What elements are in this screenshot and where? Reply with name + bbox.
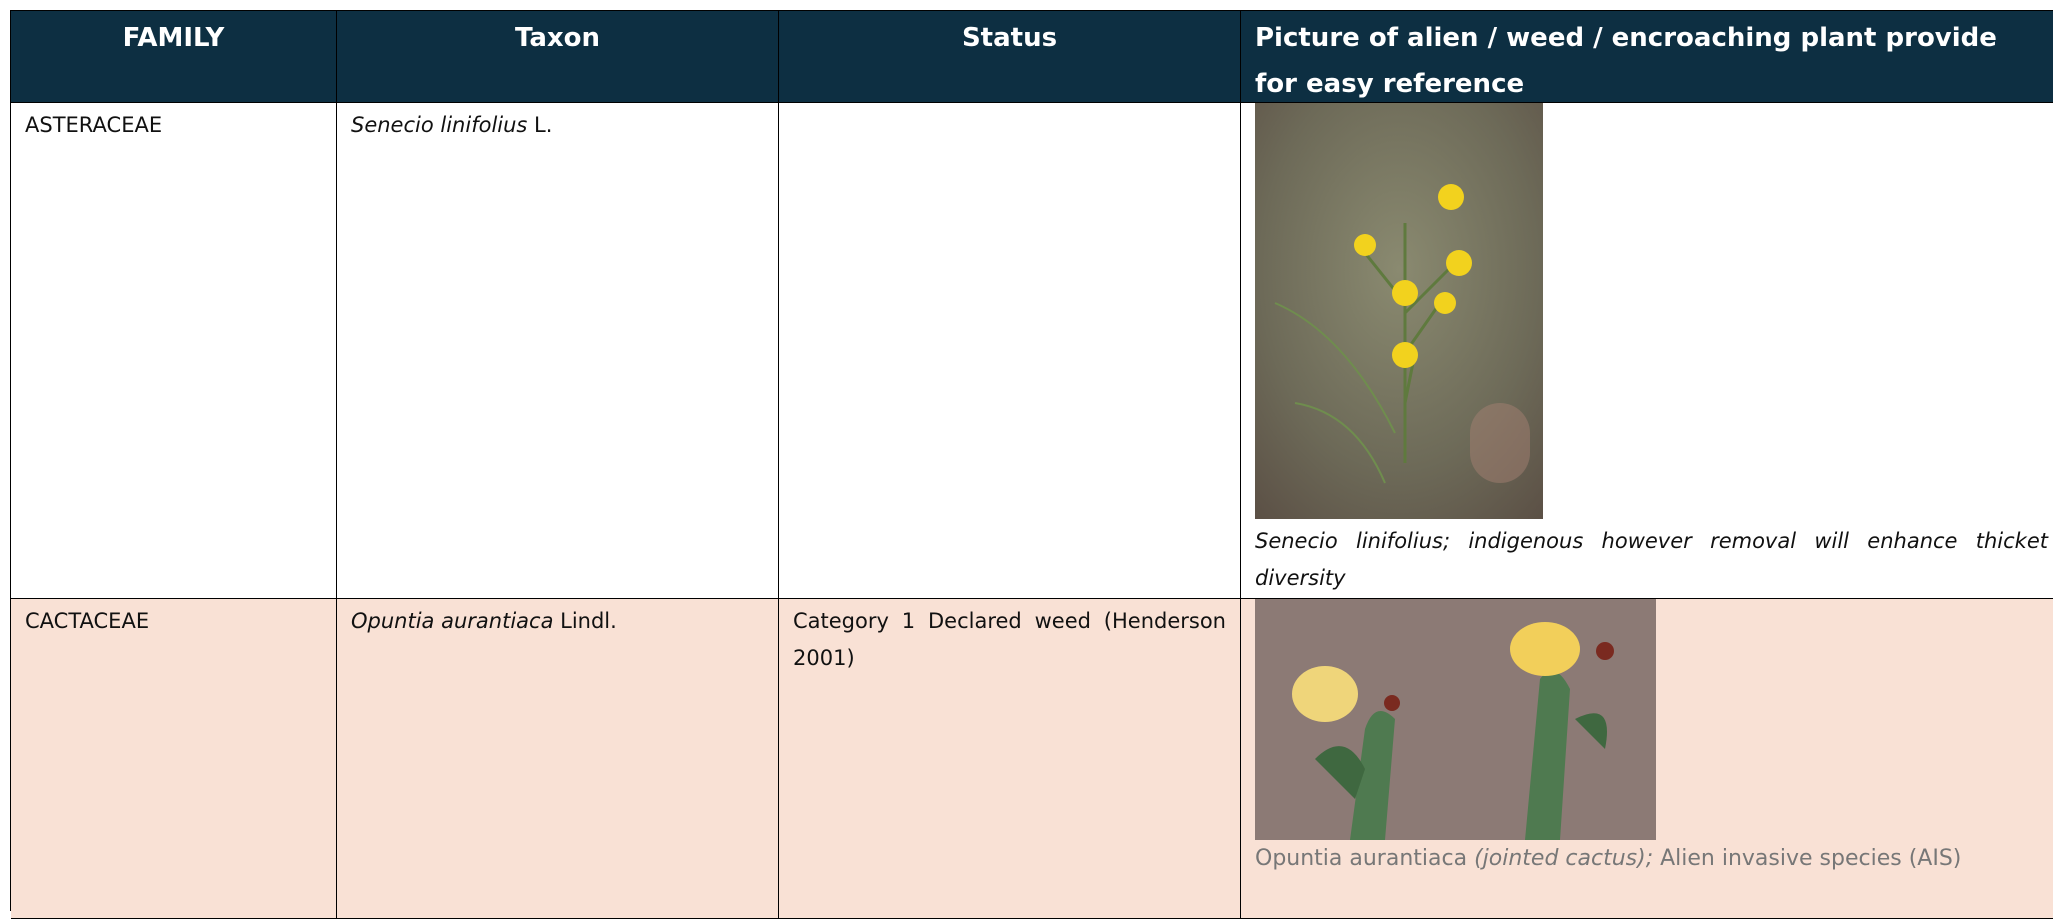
taxon-name: Senecio linifolius bbox=[351, 113, 528, 137]
page: FAMILY Taxon Status Picture of alien / w… bbox=[10, 10, 2053, 919]
taxon-cell: Opuntia aurantiaca Lindl. bbox=[337, 599, 779, 919]
taxon-name: Opuntia aurantiaca bbox=[351, 609, 554, 633]
status-cell: Category 1 Declared weed (Henderson 2001… bbox=[779, 599, 1241, 919]
taxon-cell: Senecio linifolius L. bbox=[337, 103, 779, 599]
plant-photo bbox=[1255, 599, 1656, 840]
header-cell: Picture of alien / weed / encroaching pl… bbox=[1241, 11, 2053, 103]
caption: Senecio linifolius; indigenous however r… bbox=[1255, 529, 2048, 590]
picture-cell: Opuntia aurantiaca (jointed cactus); Ali… bbox=[1241, 599, 2053, 919]
plant-photo bbox=[1255, 103, 1543, 519]
header-cell: Status bbox=[779, 11, 1241, 103]
header-cell: Taxon bbox=[337, 11, 779, 103]
header-cell: FAMILY bbox=[11, 11, 337, 103]
caption-note: Alien invasive species (AIS) bbox=[1660, 846, 1962, 871]
status-cell bbox=[779, 103, 1241, 599]
table: FAMILY Taxon Status Picture of alien / w… bbox=[10, 10, 2053, 919]
caption: Opuntia aurantiaca (jointed cactus); Ali… bbox=[1255, 840, 2053, 878]
picture-cell: Senecio linifolius; indigenous however r… bbox=[1241, 103, 2053, 599]
taxon-author: L. bbox=[534, 113, 553, 137]
caption-common: (jointed cactus); bbox=[1474, 846, 1654, 871]
caption-name: Opuntia aurantiaca bbox=[1255, 846, 1468, 871]
taxon-author: Lindl. bbox=[560, 609, 617, 633]
family-cell: CACTACEAE bbox=[11, 599, 337, 919]
family-cell: ASTERACEAE bbox=[11, 103, 337, 599]
